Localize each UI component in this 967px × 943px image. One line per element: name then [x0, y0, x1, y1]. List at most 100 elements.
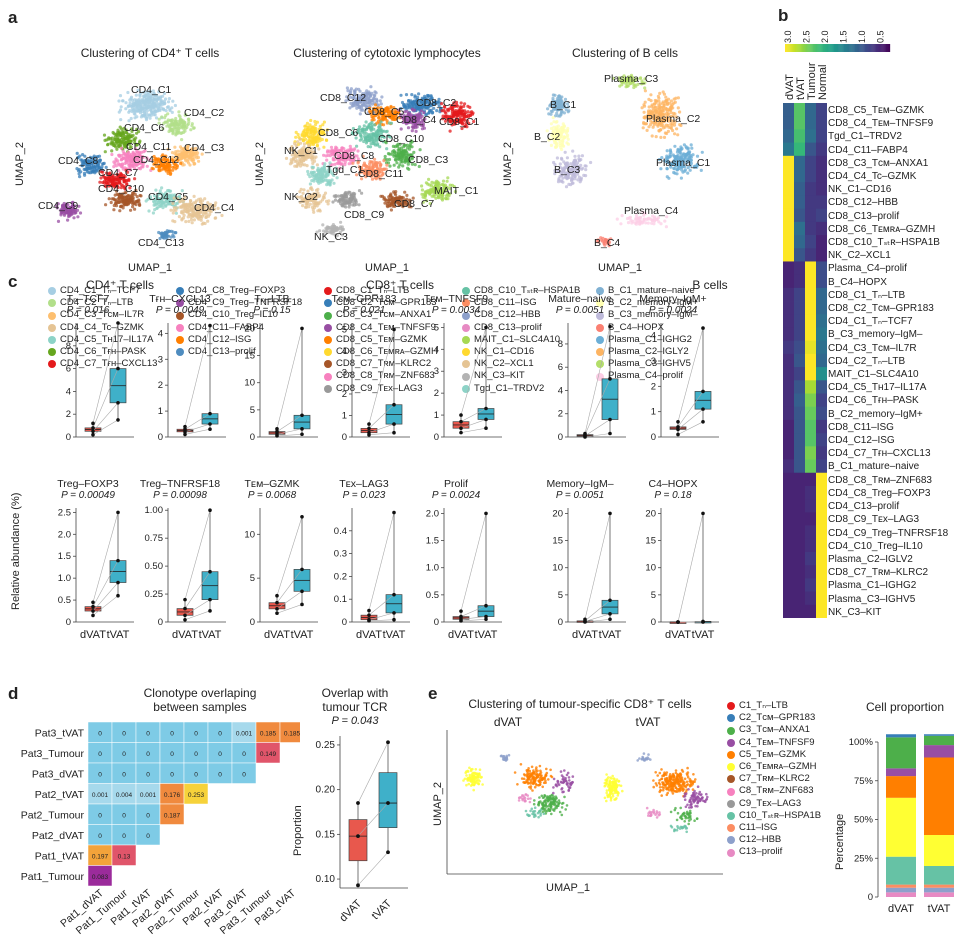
- boxplot-ytick: 2: [558, 409, 563, 420]
- data-point: [116, 418, 120, 422]
- cluster-label-plasma-c4: Plasma_C4: [624, 205, 678, 217]
- data-point: [701, 389, 705, 394]
- legend-a-label: CD8_C7_Tʀᴍ–KLRC2: [336, 358, 432, 370]
- overlap-cell-value: 0: [146, 771, 150, 778]
- heatmap-cell: [794, 287, 805, 302]
- heatmap-cell: [783, 551, 794, 566]
- heatmap-cell: [805, 446, 816, 460]
- data-point: [608, 617, 612, 622]
- heatmap-cell: [805, 380, 816, 394]
- data-point: [275, 593, 279, 598]
- e-legend-label: C12–HBB: [739, 834, 782, 846]
- heatmap-cell: [805, 472, 816, 487]
- e-xlabel: UMAP_1: [546, 882, 591, 894]
- boxplot-title: Treg–TNFRSF18: [139, 478, 221, 490]
- e-legend-item: C1_Tₙ–LTB: [727, 700, 821, 712]
- cluster-label-mait-c1: MAIT_C1: [434, 185, 479, 197]
- heatmap-cell: [794, 512, 805, 526]
- boxplot-ytick: 0: [651, 432, 656, 443]
- legend-a-item: Plasma_C3–IGHV5: [596, 358, 698, 370]
- legend-a-item: CD8_C11–ISG: [462, 297, 580, 309]
- bar-ytick: 50%: [854, 815, 874, 826]
- heatmap-cell: [794, 406, 805, 421]
- bar-segment: [886, 887, 916, 893]
- boxplot-title: Tᴄᴍ–GPR183: [331, 293, 397, 305]
- legend-a-label: CD8_C3_Tᴄᴍ–ANXA1: [336, 309, 432, 321]
- heatmap-cell: [783, 446, 794, 460]
- heatmap-cell: [805, 367, 816, 381]
- heatmap-cell: [783, 353, 794, 368]
- legend-swatch: [176, 348, 184, 357]
- boxplot-axes: 0 1 2 3 4 5: [342, 323, 410, 443]
- data-point: [608, 598, 612, 603]
- e-sub-tvat: tVAT: [635, 715, 661, 729]
- heatmap-cell: [805, 195, 816, 210]
- e-legend-item: C6_Tᴇᴍʀᴀ–GZMH: [727, 761, 821, 773]
- boxplot-xlabel: dVAT: [80, 629, 106, 641]
- boxplot-ytick: 0: [434, 432, 439, 443]
- legend-a-label: CD4_C13–prolif: [188, 346, 256, 358]
- e-legend-item: C13–prolif: [727, 846, 821, 858]
- data-point: [91, 613, 95, 618]
- cluster-label-b-c2: B_C2: [534, 131, 560, 143]
- legend-a-item: CD4_C5_Tʜ17–IL17A: [48, 334, 157, 346]
- boxplot-xlabel: dVAT: [572, 629, 598, 641]
- boxplot-ytick: 1.0: [426, 563, 439, 574]
- heatmap-cell: [816, 459, 827, 474]
- heatmap-cell: [783, 499, 794, 513]
- heatmap-col-normal: Normal: [817, 64, 829, 100]
- heatmap-cell: [805, 261, 816, 276]
- heatmap-cell: [794, 155, 805, 170]
- heatmap-cell: [816, 353, 827, 368]
- legend-a-label: B_C3_memory–IgM–: [608, 309, 698, 321]
- heatmap-row-label: CD4_C11–FABP4: [828, 144, 908, 156]
- tcr-overlap-boxplot: 0.10 0.15 0.20 0.25 dVAT tVAT: [316, 736, 408, 924]
- tcr-box-ytick: 0.25: [316, 740, 336, 751]
- legend-a-label: CD8_C5_Tᴇᴍ–GZMK: [336, 333, 428, 345]
- legend-a-item: NK_C3–KIT: [462, 370, 580, 382]
- heatmap-row-label: CD4_C9_Treg–TNFRSF18: [828, 527, 949, 539]
- legend-a-item: CD8_C1_Tₙ–LTB: [324, 285, 438, 297]
- boxplot-pvalue: P = 0.15: [253, 305, 291, 316]
- umap-title-b: Clustering of B cells: [571, 46, 679, 60]
- cluster-label-cd8-c4: CD8_C4: [396, 114, 436, 126]
- boxplot-10: Tᴇx–LAG3 P = 0.023: [314, 478, 414, 501]
- colorbar-tick: 2.0: [820, 30, 830, 43]
- e-legend-label: C1_Tₙ–LTB: [739, 700, 789, 711]
- legend-a-label: CD4_C8_Treg–FOXP3: [188, 285, 286, 296]
- data-point: [676, 427, 680, 432]
- data-point: [91, 604, 95, 609]
- e-legend-item: C3_Tᴄᴍ–ANXA1: [727, 724, 821, 736]
- overlap-title-line2: between samples: [153, 700, 247, 714]
- boxplot-axes: 0 0.25 0.50 0.75 1.00 dVAT tVAT: [145, 505, 226, 641]
- legend-swatch: [462, 299, 470, 308]
- data-point: [300, 602, 304, 607]
- legend-a-item: CD8_C9_Tᴇx–LAG3: [324, 383, 438, 395]
- heatmap-cell: [783, 380, 794, 394]
- legend-swatch: [727, 775, 735, 784]
- boxplot-pvalue: P = 0.023: [342, 490, 386, 501]
- legend-swatch: [176, 311, 184, 320]
- boxplot-12: Memory–IgM– P = 0.0051: [530, 478, 630, 501]
- boxplot-xlabel: dVAT: [665, 629, 691, 641]
- boxplot-xlabel: dVAT: [448, 629, 474, 641]
- heatmap-cell: [794, 195, 805, 210]
- boxplot-4: Tᴇᴍ–TNFSF9 P = 0.0034: [406, 293, 506, 316]
- data-point: [275, 429, 279, 434]
- overlap-cell-value: 0: [98, 833, 102, 840]
- heatmap-cell: [794, 129, 805, 144]
- heatmap-cell: [816, 551, 827, 566]
- boxplot-ytick: 2: [66, 409, 71, 420]
- boxplot-1: Tғʜ–CXCL13 P = 0.0049: [130, 293, 230, 316]
- tcr-box-ytick: 0.20: [316, 785, 336, 796]
- heatmap-cell: [794, 116, 805, 130]
- data-point: [701, 420, 705, 424]
- legend-a-label: NK_C1–CD16: [474, 346, 535, 358]
- boxplot-axes: 0 0.5 1.0 1.5 2.0 dVAT tVAT: [426, 508, 502, 641]
- legend-swatch: [324, 287, 332, 296]
- tcr-box-pvalue: P = 0.043: [331, 715, 379, 727]
- legend-a-label: CD4_C6_Tғʜ–PASK: [60, 346, 147, 358]
- heatmap-cell: [805, 353, 816, 368]
- heatmap-cell: [805, 221, 816, 236]
